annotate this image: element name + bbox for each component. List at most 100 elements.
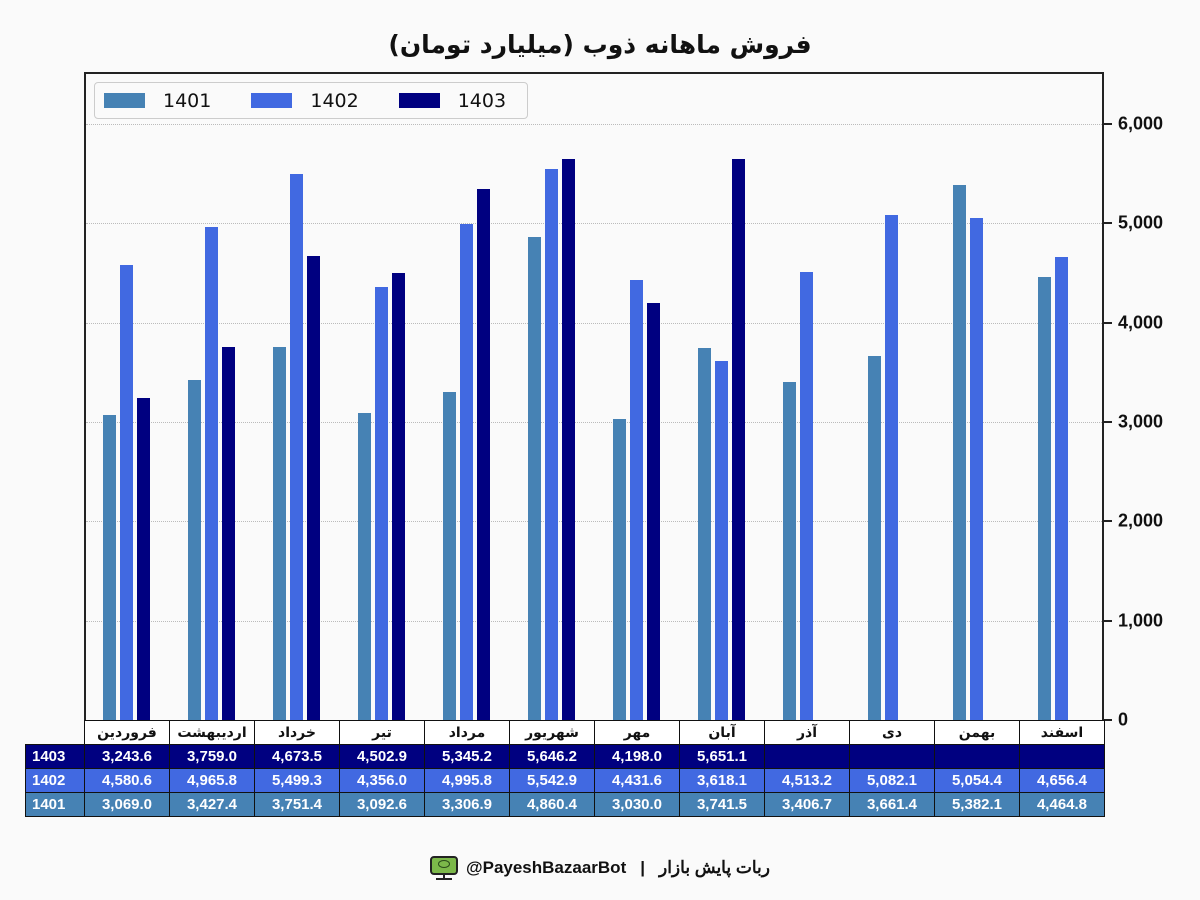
y-tick-label: 3,000 bbox=[1118, 411, 1164, 432]
month-header: اردیبهشت bbox=[169, 720, 255, 745]
y-tick bbox=[1104, 421, 1112, 423]
monitor-bot-icon bbox=[430, 856, 459, 880]
bar-1403 bbox=[222, 346, 235, 720]
table-cell: 5,646.2 bbox=[509, 744, 595, 769]
bar-1401 bbox=[103, 415, 116, 720]
legend-label: 1401 bbox=[163, 89, 212, 112]
bar-1401 bbox=[783, 381, 796, 720]
table-cell: 3,759.0 bbox=[169, 744, 255, 769]
month-header: آبان bbox=[679, 720, 765, 745]
bar-1401 bbox=[188, 379, 201, 720]
y-tick bbox=[1104, 123, 1112, 125]
legend-item-1401: 1401 bbox=[104, 90, 211, 112]
bar-1401 bbox=[613, 419, 626, 720]
bar-1403 bbox=[392, 272, 405, 720]
table-cell: 3,741.5 bbox=[679, 792, 765, 817]
month-header: فروردین bbox=[84, 720, 170, 745]
month-header: مهر bbox=[594, 720, 680, 745]
table-cell: 5,054.4 bbox=[934, 768, 1020, 793]
data-table: فروردین اردیبهشت خرداد تیر مرداد شهریور مهر آبا… bbox=[25, 720, 1105, 817]
gridline bbox=[86, 422, 1102, 423]
table-cell bbox=[1019, 744, 1105, 769]
bar-1402 bbox=[800, 271, 813, 720]
table-cell: 4,431.6 bbox=[594, 768, 680, 793]
bar-1403 bbox=[732, 158, 745, 720]
legend: 1401 1402 1403 bbox=[94, 82, 528, 119]
row-label: 1401 bbox=[25, 792, 85, 817]
table-cell: 4,356.0 bbox=[339, 768, 425, 793]
legend-label: 1403 bbox=[457, 89, 507, 112]
y-tick-label: 0 bbox=[1118, 709, 1129, 730]
plot-area bbox=[84, 72, 1104, 720]
month-header: دی bbox=[849, 720, 935, 745]
bar-1402 bbox=[545, 169, 558, 720]
table-cell: 4,995.8 bbox=[424, 768, 510, 793]
bar-1401 bbox=[1038, 276, 1051, 720]
month-header: اسفند bbox=[1019, 720, 1105, 745]
legend-item-1402: 1402 bbox=[251, 89, 359, 112]
table-cell: 4,513.2 bbox=[764, 768, 850, 793]
bar-1402 bbox=[460, 223, 473, 720]
month-header: بهمن bbox=[934, 720, 1020, 745]
chart-title: فروش ماهانه ذوب (میلیارد تومان) bbox=[388, 30, 812, 59]
table-cell: 5,082.1 bbox=[849, 768, 935, 793]
table-cell: 4,965.8 bbox=[169, 768, 255, 793]
legend-swatch bbox=[104, 93, 145, 108]
table-cell: 4,656.4 bbox=[1019, 768, 1105, 793]
table-row-1401: 1401 3,069.0 3,427.4 3,751.4 3,092.6 3,306.9 4… bbox=[25, 792, 1105, 817]
gridline bbox=[86, 223, 1102, 225]
table-row-1402: 1402 4,580.6 4,965.8 5,499.3 4,356.0 4,995.8 5… bbox=[25, 768, 1105, 793]
table-cell: 5,345.2 bbox=[424, 744, 510, 769]
y-tick-label: 6,000 bbox=[1118, 113, 1164, 134]
table-cell: 5,499.3 bbox=[254, 768, 340, 793]
y-tick bbox=[1104, 719, 1112, 721]
footer-separator: | bbox=[640, 858, 645, 877]
bar-1402 bbox=[375, 287, 388, 720]
bar-1401 bbox=[868, 356, 881, 720]
bar-1401 bbox=[443, 391, 456, 720]
table-row-1403: 1403 3,243.6 3,759.0 4,673.5 4,502.9 5,345.2 5… bbox=[25, 744, 1105, 769]
gridline bbox=[86, 124, 1102, 125]
table-cell: 3,306.9 bbox=[424, 792, 510, 817]
bar-1401 bbox=[273, 347, 286, 720]
table-cell: 3,427.4 bbox=[169, 792, 255, 817]
bar-1402 bbox=[290, 173, 303, 720]
legend-swatch bbox=[398, 93, 440, 108]
bar-1402 bbox=[970, 217, 983, 720]
y-tick-label: 2,000 bbox=[1118, 510, 1164, 531]
table-cell: 3,618.1 bbox=[679, 768, 765, 793]
footer-bot-name: ربات پایش بازار bbox=[659, 858, 770, 877]
month-header: مرداد bbox=[424, 720, 510, 745]
bar-1402 bbox=[630, 279, 643, 720]
table-cell: 4,580.6 bbox=[84, 768, 170, 793]
gridline bbox=[86, 521, 1102, 523]
table-cell: 5,651.1 bbox=[679, 744, 765, 769]
table-cell bbox=[849, 744, 935, 769]
bar-1401 bbox=[358, 412, 371, 720]
bar-1402 bbox=[1055, 257, 1068, 720]
y-tick bbox=[1104, 222, 1112, 225]
y-tick-label: 5,000 bbox=[1118, 212, 1164, 233]
table-cell: 5,382.1 bbox=[934, 792, 1020, 817]
bar-1403 bbox=[137, 397, 150, 720]
table-cell: 3,661.4 bbox=[849, 792, 935, 817]
row-label: 1402 bbox=[25, 768, 85, 793]
y-tick bbox=[1104, 321, 1112, 324]
bar-1401 bbox=[528, 237, 541, 720]
bar-1403 bbox=[647, 303, 660, 720]
bar-1402 bbox=[120, 265, 133, 720]
legend-label: 1402 bbox=[310, 89, 359, 112]
table-cell: 3,751.4 bbox=[254, 792, 340, 817]
gridline bbox=[86, 322, 1102, 324]
month-header: خرداد bbox=[254, 720, 340, 745]
table-cell: 4,198.0 bbox=[594, 744, 680, 769]
table-cell: 3,406.7 bbox=[764, 792, 850, 817]
month-header: آذر bbox=[764, 720, 850, 745]
month-header: شهریور bbox=[509, 720, 595, 745]
bar-1403 bbox=[307, 255, 320, 720]
y-tick-label: 4,000 bbox=[1118, 312, 1164, 333]
y-tick bbox=[1104, 520, 1112, 523]
table-cell bbox=[764, 744, 850, 769]
table-cell: 3,092.6 bbox=[339, 792, 425, 817]
table-cell: 3,069.0 bbox=[84, 792, 170, 817]
